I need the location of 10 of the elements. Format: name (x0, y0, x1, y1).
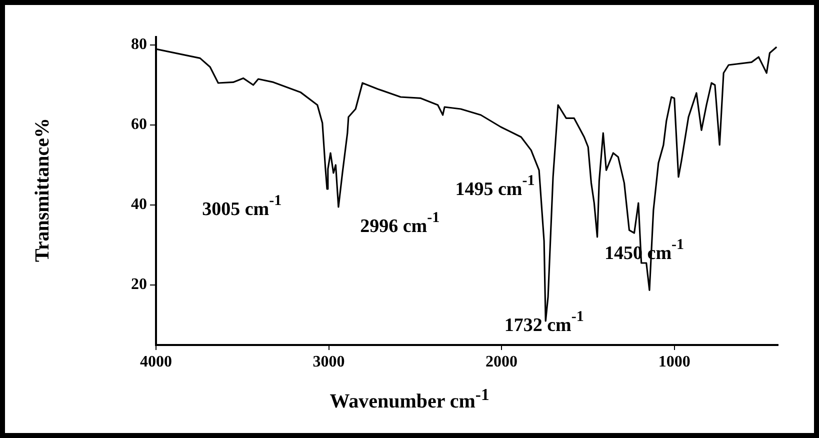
y-tick-label: 80 (131, 36, 147, 54)
x-tick-label: 3000 (312, 354, 345, 371)
y-tick-label: 40 (131, 196, 147, 214)
x-tick-label: 4000 (140, 354, 172, 371)
y-tick-label: 20 (131, 276, 147, 294)
x-tick-label: 1000 (658, 354, 690, 371)
x-tick-label: 2000 (486, 354, 518, 371)
x-axis-title: Wavenumber cm$^{-1}$ (328, 385, 490, 414)
y-axis-title: Transmittance% (32, 118, 54, 262)
y-tick-label: 60 (131, 116, 147, 134)
